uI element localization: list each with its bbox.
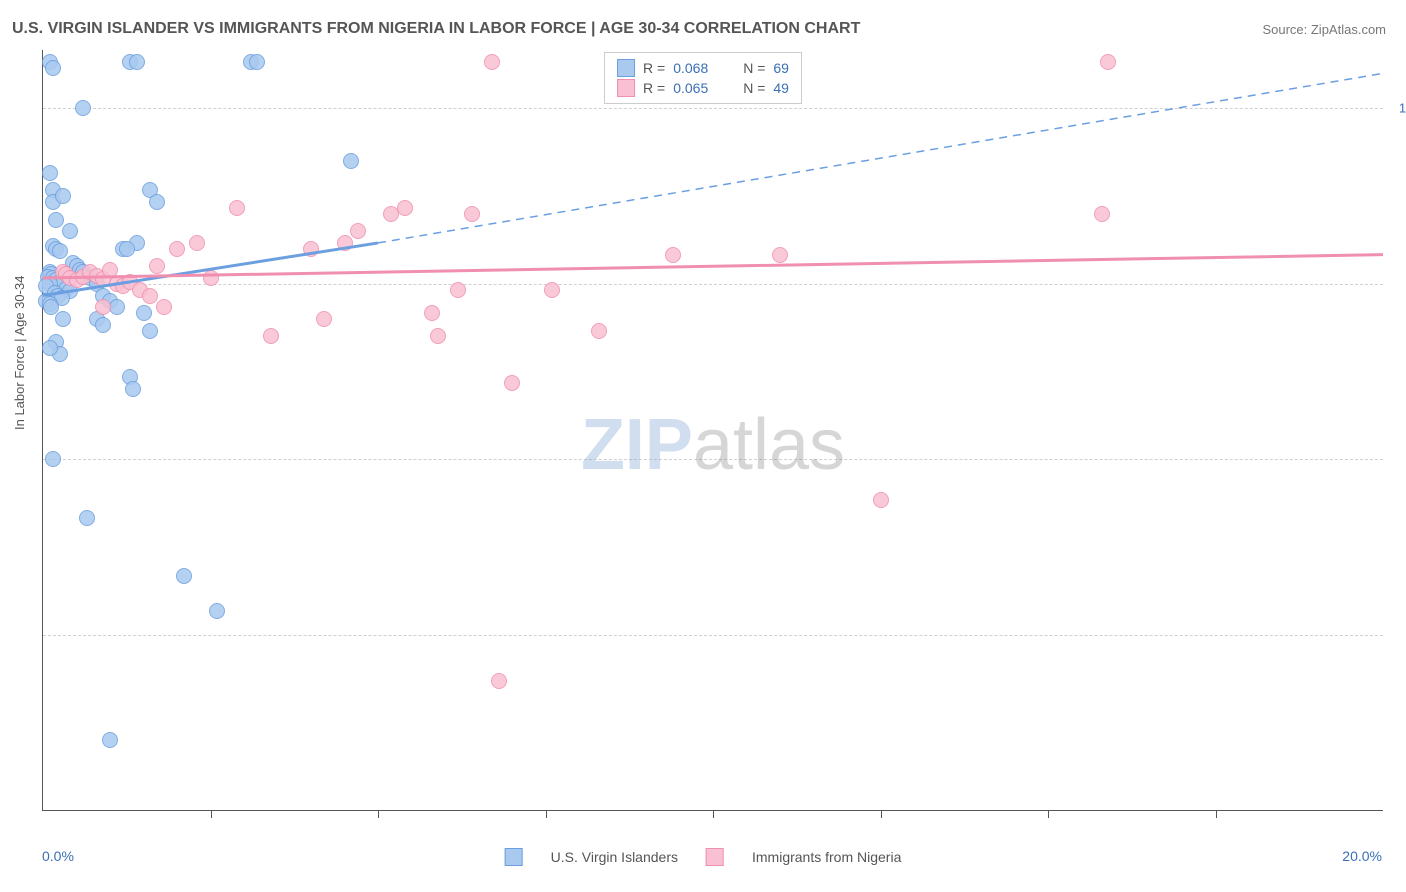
r-value-0: 0.068 [673, 60, 723, 76]
n-label: N = [743, 80, 765, 96]
correlation-legend: R = 0.068 N = 69 R = 0.065 N = 49 [604, 52, 802, 104]
swatch-bottom-0 [505, 848, 523, 866]
n-label: N = [743, 60, 765, 76]
swatch-bottom-1 [706, 848, 724, 866]
x-tick [378, 810, 379, 818]
n-value-1: 49 [773, 80, 789, 96]
trend-lines [43, 50, 1383, 810]
y-tick-label: 85.0% [1388, 276, 1406, 291]
swatch-series-0 [617, 59, 635, 77]
x-tick [1216, 810, 1217, 818]
legend-row-series-0: R = 0.068 N = 69 [617, 59, 789, 77]
n-value-0: 69 [773, 60, 789, 76]
chart-container: U.S. VIRGIN ISLANDER VS IMMIGRANTS FROM … [0, 0, 1406, 892]
legend-row-series-1: R = 0.065 N = 49 [617, 79, 789, 97]
r-label: R = [643, 60, 665, 76]
x-tick [211, 810, 212, 818]
swatch-series-1 [617, 79, 635, 97]
x-tick [881, 810, 882, 818]
y-tick-label: 100.0% [1388, 101, 1406, 116]
legend-label-0: U.S. Virgin Islanders [551, 849, 678, 865]
x-tick [713, 810, 714, 818]
y-tick-label: 55.0% [1388, 627, 1406, 642]
r-label: R = [643, 80, 665, 96]
r-value-1: 0.065 [673, 80, 723, 96]
y-axis-label: In Labor Force | Age 30-34 [12, 276, 27, 430]
y-tick-label: 70.0% [1388, 452, 1406, 467]
chart-title: U.S. VIRGIN ISLANDER VS IMMIGRANTS FROM … [12, 20, 860, 38]
legend-label-1: Immigrants from Nigeria [752, 849, 901, 865]
x-axis-max-label: 20.0% [1342, 848, 1382, 864]
series-legend: U.S. Virgin Islanders Immigrants from Ni… [505, 848, 902, 866]
x-tick [1048, 810, 1049, 818]
source-label: Source: ZipAtlas.com [1262, 22, 1386, 37]
plot-area: ZIPatlas 55.0%70.0%85.0%100.0% [42, 50, 1383, 811]
x-axis-min-label: 0.0% [42, 848, 74, 864]
x-tick [546, 810, 547, 818]
